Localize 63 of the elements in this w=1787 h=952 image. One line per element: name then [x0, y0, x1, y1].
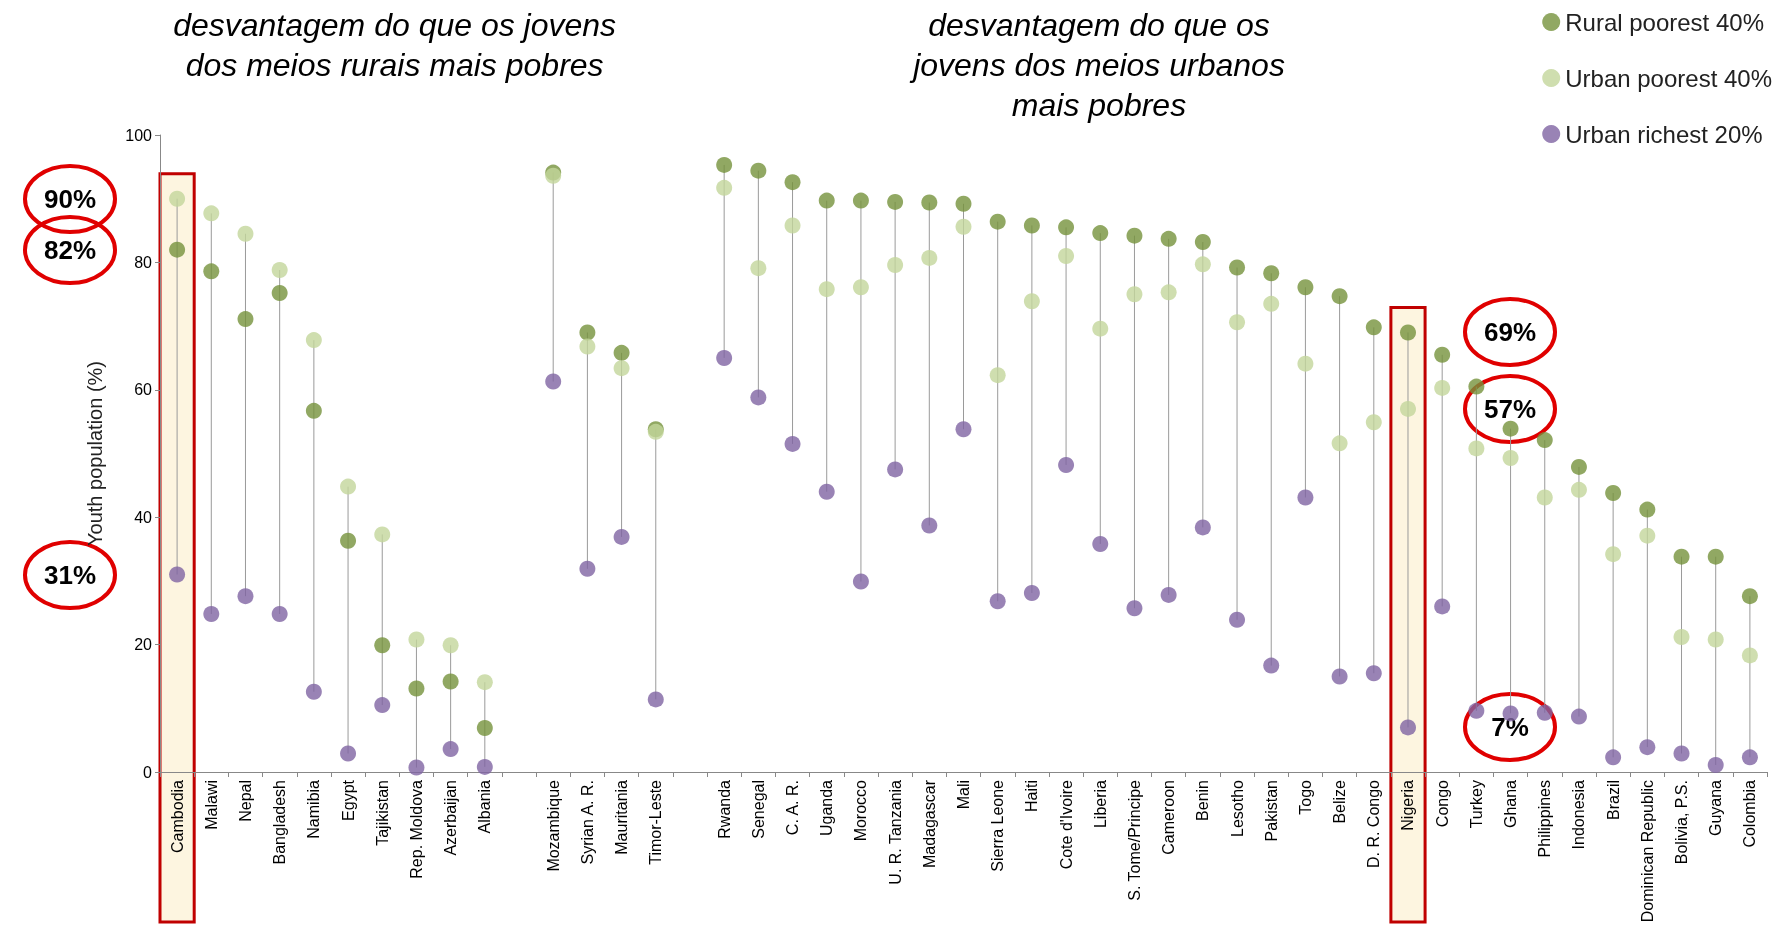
- x-tick-label: D. R. Congo: [1365, 779, 1383, 869]
- text: 31%: [43, 560, 97, 590]
- x-tick-label: Belize: [1331, 779, 1349, 824]
- y-tick-label: 0: [143, 763, 153, 781]
- x-tick-label: Turkey: [1467, 780, 1485, 829]
- x-tick-label: Tajikistan: [373, 780, 391, 846]
- x-tick-label: Mozambique: [544, 779, 562, 872]
- x-tick-label: Brazil: [1604, 780, 1622, 821]
- x-tick-label: Cote d'Ivoire: [1057, 779, 1075, 870]
- x-tick-label: Mali: [955, 780, 972, 810]
- x-tick-label: Namibia: [305, 779, 323, 839]
- x-tick-label: Guyana: [1707, 779, 1725, 837]
- legend-label: Urban poorest 40%: [1565, 64, 1773, 92]
- x-tick-label: Cameroon: [1160, 780, 1178, 855]
- y-tick-label: 60: [134, 381, 153, 399]
- x-tick-label: Madagascar: [920, 779, 938, 869]
- legend-label: Urban richest 20%: [1565, 120, 1763, 148]
- x-tick-label: Pakistan: [1262, 780, 1280, 842]
- x-tick-label: Morocco: [852, 779, 870, 842]
- x-tick-label: Dominican Republic: [1638, 780, 1656, 923]
- y-tick-label: 20: [134, 636, 153, 654]
- x-tick-label: Rwanda: [715, 779, 733, 839]
- x-tick-label: Togo: [1296, 779, 1314, 815]
- annotation: 7%: [1491, 712, 1529, 742]
- x-tick-label: U. R. Tanzania: [886, 779, 904, 885]
- x-tick-label: Azerbaijan: [442, 780, 460, 856]
- x-tick-label: Malawi: [202, 780, 220, 830]
- y-tick-label: 40: [134, 508, 153, 526]
- x-tick-label: Congo: [1433, 779, 1451, 828]
- x-tick-label: S. Tome/Principe: [1125, 779, 1143, 901]
- x-tick-label: Ghana: [1502, 779, 1520, 829]
- x-tick-label: Colombia: [1741, 779, 1759, 848]
- x-tick-label: Senegal: [749, 780, 767, 839]
- x-tick-label: Philippines: [1536, 780, 1554, 858]
- x-tick-label: Nepal: [236, 780, 254, 822]
- text: 90%: [43, 184, 97, 214]
- text: desvantagem do que os jovens dos meios rurais mais pobres: [173, 7, 617, 83]
- x-tick-label: Sierra Leone: [989, 779, 1007, 872]
- x-tick-label: Haiti: [1023, 780, 1041, 813]
- x-tick-label: Indonesia: [1570, 779, 1588, 850]
- y-axis-title: Youth population (%): [84, 361, 106, 546]
- y-tick-label: 100: [125, 126, 153, 144]
- annotation: 69%: [1483, 317, 1537, 347]
- x-tick-label: Benin: [1194, 780, 1212, 821]
- text: 82%: [43, 235, 97, 265]
- x-tick-label: Uganda: [818, 779, 836, 837]
- x-tick-label: Nigeria: [1399, 779, 1417, 831]
- text: desvantagem do que os jovens dos meios urbanos mais pobres: [909, 7, 1285, 123]
- x-tick-label: Bangladesh: [271, 780, 289, 865]
- x-tick-label: Liberia: [1091, 779, 1109, 829]
- x-tick-label: Timor-Leste: [647, 779, 665, 865]
- x-tick-label: Syrian A. R.: [578, 780, 596, 865]
- legend-label: Rural poorest 40%: [1565, 8, 1764, 36]
- y-tick-label: 80: [134, 253, 153, 271]
- annotation: 57%: [1483, 394, 1537, 424]
- x-tick-label: Rep. Moldova: [407, 779, 425, 879]
- x-tick-label: Bolivia, P.S.: [1673, 780, 1691, 865]
- x-tick-label: Lesotho: [1228, 779, 1246, 837]
- x-tick-label: Egypt: [339, 779, 357, 821]
- x-tick-label: Cambodia: [168, 779, 186, 853]
- x-tick-label: Albania: [476, 779, 494, 834]
- x-tick-label: C. A. R.: [784, 780, 802, 836]
- x-tick-label: Mauritania: [613, 779, 631, 855]
